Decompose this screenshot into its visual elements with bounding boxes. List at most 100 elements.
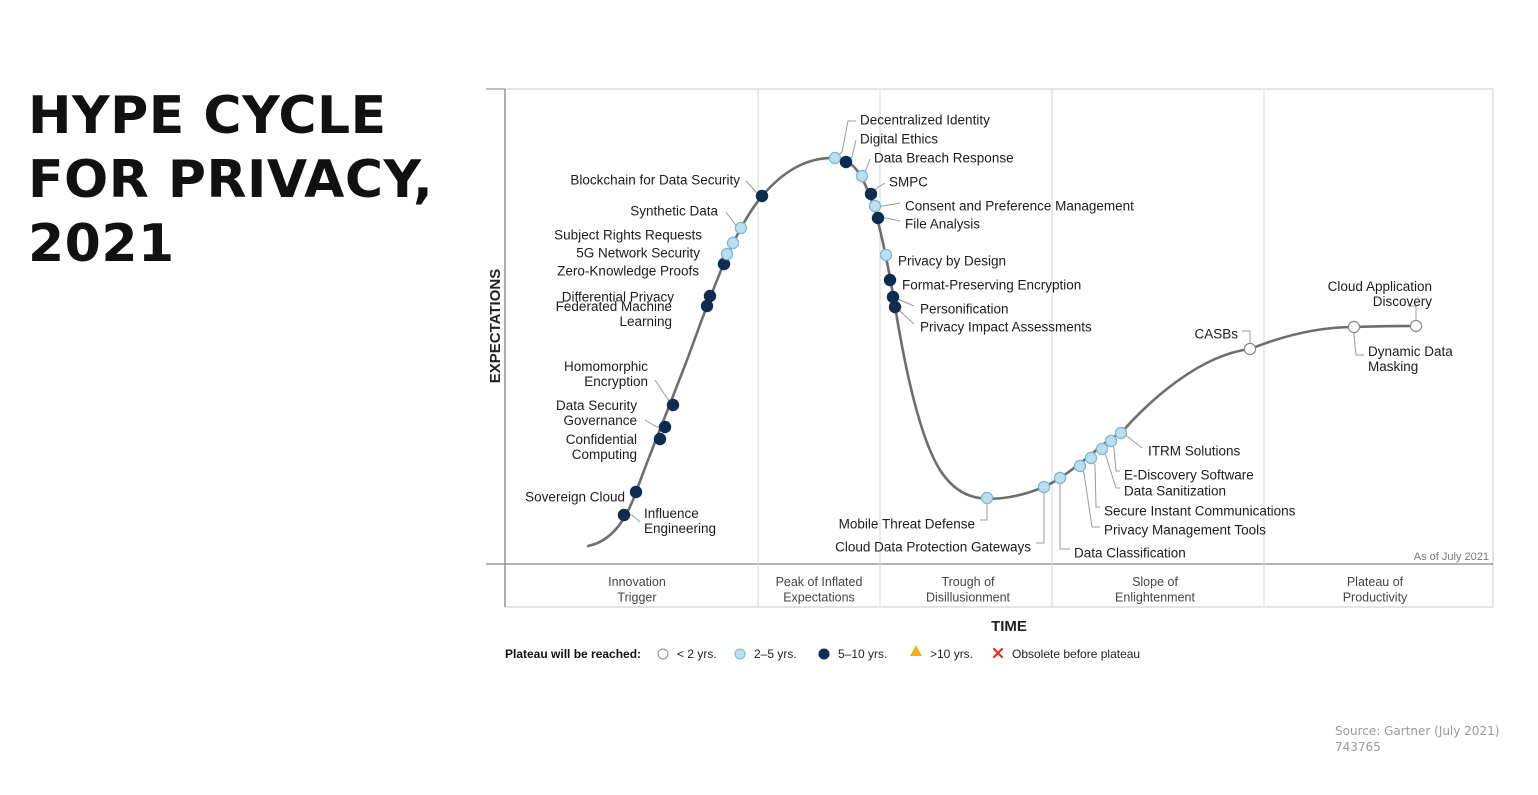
point-digital-ethics (839, 155, 853, 169)
leader-data-sanitization (1101, 448, 1120, 489)
label-cloud-data-protection-gateways: Cloud Data Protection Gateways (835, 540, 1031, 555)
label-privacy-management-tools: Privacy Management Tools (1104, 523, 1266, 538)
source-line-2: 743765 (1335, 740, 1381, 754)
phase-innovation-trigger-line-1: Innovation (608, 575, 666, 589)
point-sovereign-cloud (629, 485, 643, 499)
source-note: Source: Gartner (July 2021) 743765 (1335, 723, 1499, 755)
source-line-1: Source: Gartner (July 2021) (1335, 724, 1500, 738)
technology-points (617, 151, 1423, 522)
point-secure-instant-communications (1084, 451, 1098, 465)
label-dynamic-data-masking-line-2: Masking (1368, 359, 1418, 374)
legend-title: Plateau will be reached: (505, 647, 641, 661)
point-cloud-data-protection-gateways (1037, 480, 1051, 494)
legend-label-2to5: 2–5 yrs. (754, 647, 797, 661)
label-confidential-computing-line-1: Confidential (566, 432, 637, 447)
label-itrm-solutions: ITRM Solutions (1148, 444, 1241, 459)
point-format-preserving-encryption (883, 273, 897, 287)
as-of-note: As of July 2021 (1414, 551, 1489, 563)
label-federated-machine-learning-line-1: Federated Machine (556, 299, 672, 314)
point-e-discovery-software (1104, 434, 1118, 448)
label-influence-engineering-line-2: Engineering (644, 521, 716, 536)
phase-peak-line-1: Peak of Inflated (776, 575, 863, 589)
label-subject-rights-requests: Subject Rights Requests (554, 228, 702, 243)
point-data-breach-response (855, 169, 869, 183)
hype-cycle-chart: EXPECTATIONS TIME As of July 2021 Influenc… (486, 88, 1494, 661)
label-data-sanitization: Data Sanitization (1124, 484, 1226, 499)
label-data-classification: Data Classification (1074, 546, 1186, 561)
label-secure-instant-communications: Secure Instant Communications (1104, 504, 1296, 519)
legend-marker-2to5 (734, 648, 746, 660)
legend: Plateau will be reached: < 2 yrs. 2–5 yrs.… (505, 645, 1140, 661)
leader-data-classification (1059, 478, 1070, 550)
phase-trough-line-2: Disillusionment (926, 591, 1011, 605)
leader-cloud-data-protection-gateways (1036, 487, 1045, 544)
label-format-preserving-encryption: Format-Preserving Encryption (902, 278, 1081, 293)
label-cloud-application-discovery-line-2: Discovery (1373, 294, 1433, 309)
label-differential-privacy: Differential Privacy (562, 290, 675, 305)
point-consent-and-preference-management (868, 199, 882, 213)
point-itrm-solutions (1114, 426, 1128, 440)
legend-label-5to10: 5–10 yrs. (838, 647, 887, 661)
point-homomorphic-encryption (666, 398, 680, 412)
point-data-sanitization (1095, 442, 1109, 456)
label-homomorphic-encryption-line-1: Homomorphic (564, 359, 648, 374)
phase-innovation-trigger-line-2: Trigger (617, 591, 656, 605)
label-data-security-governance-line-1: Data Security (556, 398, 637, 413)
y-axis-label: EXPECTATIONS (487, 269, 504, 383)
point-data-classification (1053, 471, 1067, 485)
label-decentralized-identity: Decentralized Identity (860, 113, 990, 128)
legend-label-gt10: >10 yrs. (930, 647, 973, 661)
phase-peak-line-2: Expectations (783, 591, 855, 605)
point-mobile-threat-defense (980, 491, 994, 505)
label-file-analysis: File Analysis (905, 217, 980, 232)
point-influence-engineering (617, 508, 631, 522)
legend-marker-5to10 (818, 648, 830, 660)
legend-label-obsolete: Obsolete before plateau (1012, 647, 1140, 661)
chart-frame: EXPECTATIONS TIME As of July 2021 (486, 88, 1494, 635)
point-cloud-application-discovery (1409, 319, 1423, 333)
legend-marker-lt2 (657, 648, 669, 660)
point-privacy-management-tools (1073, 459, 1087, 473)
label-synthetic-data: Synthetic Data (630, 204, 718, 219)
label-personification: Personification (920, 302, 1009, 317)
point-differential-privacy (703, 289, 717, 303)
phase-trough-line-1: Trough of (941, 575, 995, 589)
page-title: HYPE CYCLE FOR PRIVACY, 2021 (28, 84, 433, 276)
phase-plateau-line-2: Productivity (1343, 591, 1408, 605)
point-file-analysis (871, 211, 885, 225)
legend-label-lt2: < 2 yrs. (677, 647, 717, 661)
page-title-line-2: FOR PRIVACY, (28, 150, 434, 210)
point-personification (886, 290, 900, 304)
point-5g-network-security (720, 247, 734, 261)
label-privacy-by-design: Privacy by Design (898, 254, 1006, 269)
point-synthetic-data (734, 221, 748, 235)
point-subject-rights-requests (726, 236, 740, 250)
point-casbs (1243, 342, 1257, 356)
label-5g-network-security: 5G Network Security (576, 246, 700, 261)
label-cloud-application-discovery-line-1: Cloud Application (1328, 279, 1432, 294)
label-influence-engineering-line-1: Influence (644, 506, 699, 521)
hype-curve-group (586, 156, 1418, 548)
label-dynamic-data-masking-line-1: Dynamic Data (1368, 344, 1453, 359)
point-dynamic-data-masking (1347, 320, 1361, 334)
hype-curve (586, 156, 1418, 548)
phase-slope-line-1: Slope of (1132, 575, 1178, 589)
label-zero-knowledge-proofs: Zero-Knowledge Proofs (557, 264, 699, 279)
point-smpc (864, 187, 878, 201)
point-privacy-impact-assessments (888, 300, 902, 314)
point-blockchain-for-data-security (755, 189, 769, 203)
x-axis-label: TIME (991, 618, 1027, 635)
label-smpc: SMPC (889, 175, 928, 190)
label-homomorphic-encryption-line-2: Encryption (584, 374, 648, 389)
phase-slope-line-2: Enlightenment (1115, 591, 1195, 605)
label-confidential-computing-line-2: Computing (572, 447, 637, 462)
page-title-line-3: 2021 (28, 214, 175, 274)
page-title-line-1: HYPE CYCLE (28, 86, 387, 146)
label-e-discovery-software: E-Discovery Software (1124, 468, 1254, 483)
leader-secure-instant-communications (1090, 457, 1100, 508)
point-data-security-governance (658, 420, 672, 434)
label-sovereign-cloud: Sovereign Cloud (525, 490, 625, 505)
point-privacy-by-design (879, 248, 893, 262)
label-casbs: CASBs (1194, 327, 1238, 342)
